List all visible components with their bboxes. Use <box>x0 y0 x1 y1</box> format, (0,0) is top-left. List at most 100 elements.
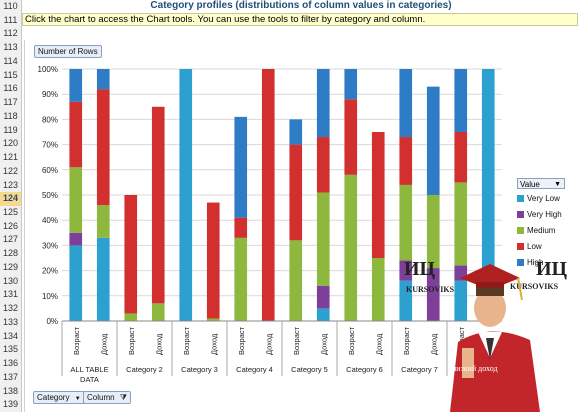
bar-segment-high[interactable] <box>96 69 110 90</box>
legend-item-very-high[interactable]: Very High <box>517 209 562 221</box>
x-tick-label: Доход <box>209 333 218 355</box>
number-of-rows-button[interactable]: Number of Rows <box>34 45 102 58</box>
row-number[interactable]: 130 <box>0 274 22 289</box>
bar-segment-very-low[interactable] <box>481 69 495 321</box>
bar-segment-medium[interactable] <box>454 182 468 266</box>
bar-segment-very-low[interactable] <box>316 308 330 321</box>
row-number[interactable]: 112 <box>0 27 22 42</box>
bar-segment-very-low[interactable] <box>454 280 468 321</box>
bar-segment-medium[interactable] <box>399 184 413 261</box>
row-number[interactable]: 119 <box>0 123 22 138</box>
bar-segment-low[interactable] <box>261 69 275 321</box>
y-tick-label: 30% <box>42 241 58 250</box>
bar-segment-very-high[interactable] <box>316 285 330 309</box>
row-number[interactable]: 127 <box>0 233 22 248</box>
row-number[interactable]: 126 <box>0 219 22 234</box>
bar-segment-low[interactable] <box>454 132 468 183</box>
bar-segment-medium[interactable] <box>316 192 330 286</box>
column-filter-button[interactable]: Column ⧩ <box>83 391 131 404</box>
value-legend-filter[interactable]: Value ▼ <box>517 178 565 189</box>
bar-segment-very-low[interactable] <box>399 280 413 321</box>
legend-swatch <box>517 243 524 250</box>
bar-segment-medium[interactable] <box>426 195 440 269</box>
row-number[interactable]: 120 <box>0 137 22 152</box>
bar-segment-very-high[interactable] <box>69 232 83 246</box>
row-number[interactable]: 113 <box>0 41 22 55</box>
bar-segment-high[interactable] <box>316 69 330 138</box>
row-number[interactable]: 136 <box>0 357 22 371</box>
bar-segment-low[interactable] <box>151 106 165 304</box>
bar-segment-medium[interactable] <box>124 313 138 321</box>
bar-segment-high[interactable] <box>69 69 83 102</box>
x-tick-label: Доход <box>154 333 163 355</box>
legend-item-very-low[interactable]: Very Low <box>517 193 560 205</box>
bar-segment-medium[interactable] <box>234 237 248 321</box>
bar-segment-high[interactable] <box>289 119 303 145</box>
row-number[interactable]: 138 <box>0 384 22 399</box>
bar-segment-very-low[interactable] <box>179 69 193 321</box>
row-number[interactable]: 114 <box>0 54 22 69</box>
chevron-down-icon[interactable]: ▼ <box>554 181 561 188</box>
bar-segment-medium[interactable] <box>371 258 385 321</box>
row-number[interactable]: 129 <box>0 260 22 275</box>
bar-segment-high[interactable] <box>454 69 468 132</box>
row-number[interactable]: 134 <box>0 329 22 344</box>
x-tick-label: Возраст <box>182 326 191 355</box>
category-label: Category 5 <box>291 365 328 374</box>
row-number[interactable]: 137 <box>0 370 22 385</box>
bar-segment-medium[interactable] <box>206 318 220 321</box>
row-number[interactable]: 125 <box>0 206 22 220</box>
row-number[interactable]: 115 <box>0 68 22 83</box>
y-tick-label: 10% <box>42 292 58 301</box>
bar-segment-medium[interactable] <box>96 205 110 238</box>
legend-item-high[interactable]: High <box>517 257 543 269</box>
bar-segment-high[interactable] <box>399 69 413 138</box>
bar-segment-very-high[interactable] <box>426 268 440 321</box>
legend-item-medium[interactable]: Medium <box>517 225 555 237</box>
bar-segment-very-low[interactable] <box>69 245 83 321</box>
bar-segment-low[interactable] <box>124 195 138 314</box>
row-number[interactable]: 122 <box>0 164 22 179</box>
bar-segment-high[interactable] <box>234 116 248 218</box>
row-number[interactable]: 110 <box>0 0 22 14</box>
bar-segment-medium[interactable] <box>289 240 303 321</box>
bar-segment-low[interactable] <box>316 137 330 193</box>
bar-segment-very-low[interactable] <box>96 237 110 321</box>
row-number[interactable]: 117 <box>0 96 22 110</box>
row-number[interactable]: 132 <box>0 302 22 316</box>
bar-segment-low[interactable] <box>69 101 83 168</box>
row-number[interactable]: 111 <box>0 13 22 28</box>
bar-segment-high[interactable] <box>426 86 440 195</box>
bar-segment-low[interactable] <box>399 137 413 185</box>
bar-segment-high[interactable] <box>344 69 358 100</box>
bar-segment-medium[interactable] <box>69 167 83 233</box>
category-filter-button[interactable]: Category ▼ <box>33 391 85 404</box>
x-tick-label: Возраст <box>402 326 411 355</box>
bar-segment-medium[interactable] <box>151 303 165 321</box>
bar-segment-low[interactable] <box>96 89 110 206</box>
bar-segment-low[interactable] <box>234 217 248 238</box>
row-number[interactable]: 131 <box>0 288 22 303</box>
row-number[interactable]: 135 <box>0 343 22 358</box>
row-number[interactable]: 121 <box>0 151 22 165</box>
row-number[interactable]: 124 <box>0 192 22 206</box>
y-tick-label: 70% <box>42 141 58 150</box>
row-number[interactable]: 128 <box>0 247 22 261</box>
bar-segment-low[interactable] <box>206 202 220 319</box>
row-number[interactable]: 139 <box>0 398 22 412</box>
bar-segment-low[interactable] <box>289 144 303 241</box>
bar-segment-very-high[interactable] <box>399 260 413 281</box>
y-tick-label: 0% <box>46 317 58 326</box>
row-number[interactable]: 133 <box>0 315 22 330</box>
legend-label: Low <box>527 242 542 251</box>
funnel-clear-icon[interactable]: ⧩ <box>119 393 127 402</box>
row-number[interactable]: 118 <box>0 109 22 124</box>
bar-segment-low[interactable] <box>344 99 358 175</box>
sheet-title: Category profiles (distributions of colu… <box>150 0 452 11</box>
bar-segment-medium[interactable] <box>344 174 358 321</box>
legend-item-low[interactable]: Low <box>517 241 542 253</box>
row-number[interactable]: 116 <box>0 82 22 97</box>
row-number[interactable]: 123 <box>0 178 22 193</box>
bar-segment-low[interactable] <box>371 132 385 258</box>
